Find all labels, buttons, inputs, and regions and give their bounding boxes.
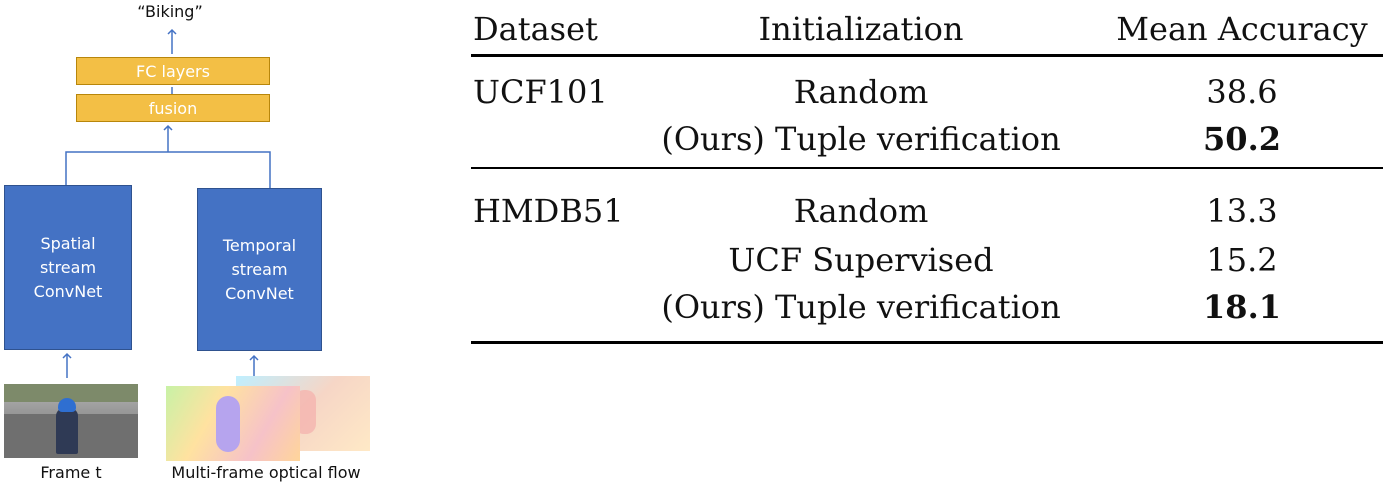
fc-layers-label: FC layers: [136, 61, 210, 81]
header-dataset: Dataset: [473, 10, 598, 48]
fusion-label: fusion: [148, 98, 198, 118]
table-row-accuracy-best: 18.1: [1203, 288, 1281, 326]
temporal-stream-box: Temporal stream ConvNet: [197, 188, 322, 351]
frame-t-image: [4, 384, 138, 458]
temporal-stream-line-3: ConvNet: [225, 283, 294, 303]
results-table: Dataset Initialization Mean Accuracy UCF…: [471, 0, 1385, 360]
table-top-rule: [471, 54, 1383, 57]
temporal-stream-line-1: Temporal: [222, 235, 297, 255]
table-row-accuracy: 13.3: [1206, 192, 1278, 230]
table-row-init: (Ours) Tuple verification: [661, 120, 1061, 158]
table-mid-rule: [471, 167, 1383, 169]
table-row-init: Random: [793, 73, 929, 111]
fusion-box: fusion: [76, 94, 270, 122]
diagram-connectors: [62, 28, 271, 378]
table-row-init: UCF Supervised: [728, 241, 994, 279]
spatial-stream-line-2: stream: [39, 257, 97, 277]
fc-layers-box: FC layers: [76, 57, 270, 85]
table-bottom-rule: [471, 341, 1383, 344]
table-row-accuracy-best: 50.2: [1203, 120, 1281, 158]
spatial-stream-box: Spatial stream ConvNet: [4, 185, 132, 350]
header-mean-accuracy: Mean Accuracy: [1116, 10, 1368, 48]
table-row-accuracy: 15.2: [1206, 241, 1278, 279]
optical-flow-caption: Multi-frame optical flow: [171, 463, 361, 482]
frame-caption: Frame t: [40, 463, 102, 482]
spatial-stream-line-1: Spatial: [40, 233, 96, 253]
temporal-stream-line-2: stream: [231, 259, 288, 279]
dataset-ucf101: UCF101: [473, 73, 608, 111]
spatial-stream-line-3: ConvNet: [33, 281, 103, 301]
table-row-accuracy: 38.6: [1206, 73, 1278, 111]
dataset-hmdb51: HMDB51: [473, 192, 624, 230]
optical-flow-image-front: [166, 386, 300, 461]
header-initialization: Initialization: [758, 10, 964, 48]
table-row-init: (Ours) Tuple verification: [661, 288, 1061, 326]
table-row-init: Random: [793, 192, 929, 230]
stream-merge-line: [65, 151, 271, 188]
output-class-label: “Biking”: [137, 2, 203, 21]
